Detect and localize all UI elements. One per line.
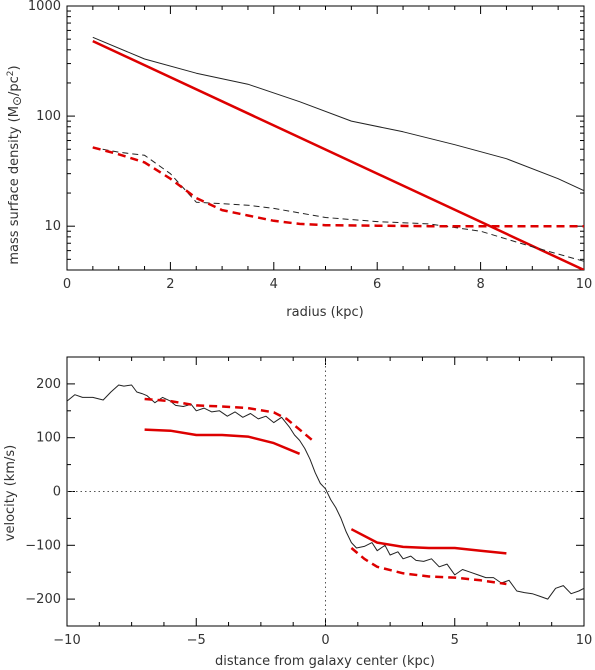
density-y-tick-label: 1000 <box>28 0 61 14</box>
density-x-tick-label: 4 <box>270 277 278 292</box>
velocity-x-tick-label: 10 <box>576 633 593 648</box>
velocity-x-tick-label: 0 <box>321 633 329 648</box>
density-series-thick-dashed-3 <box>92 146 584 228</box>
velocity-series-thick-solid-2 <box>350 528 507 555</box>
density-x-tick-label: 8 <box>476 277 484 292</box>
density-panel: mass surface density (M⊙/pc2) radius (kp… <box>6 0 592 320</box>
density-series-thin-dashed-2 <box>92 146 584 262</box>
velocity-y-tick-label: −200 <box>25 592 61 607</box>
velocity-x-axis-title: distance from galaxy center (kpc) <box>215 654 435 669</box>
velocity-y-axis-title: velocity (km/s) <box>3 445 18 541</box>
velocity-y-tick-label: 100 <box>36 431 61 446</box>
velocity-series-thick-solid-1 <box>144 428 301 455</box>
velocity-series-thick-dashed-4 <box>350 547 507 586</box>
velocity-y-tick-label: −100 <box>25 538 61 553</box>
density-x-tick-label: 2 <box>166 277 174 292</box>
velocity-x-tick-label: 5 <box>451 633 459 648</box>
velocity-y-tick-label: 0 <box>53 485 61 500</box>
density-y-tick-label: 10 <box>44 219 61 234</box>
density-series-thin-solid-0 <box>92 36 584 192</box>
density-plot-frame <box>66 5 585 271</box>
density-series-thick-solid-1 <box>92 39 584 270</box>
velocity-x-tick-label: −10 <box>53 633 80 648</box>
density-y-axis-title: mass surface density (M⊙/pc2) <box>6 65 24 264</box>
velocity-y-tick-label: 200 <box>36 377 61 392</box>
density-x-tick-label: 10 <box>576 277 593 292</box>
velocity-x-tick-label: −5 <box>187 633 206 648</box>
density-x-tick-label: 0 <box>63 277 71 292</box>
velocity-panel: velocity (km/s) distance from galaxy cen… <box>3 356 593 669</box>
density-y-tick-label: 100 <box>36 109 61 124</box>
density-x-tick-label: 6 <box>373 277 381 292</box>
velocity-series-thin-solid-0 <box>67 384 584 600</box>
density-x-axis-title: radius (kpc) <box>286 305 363 320</box>
